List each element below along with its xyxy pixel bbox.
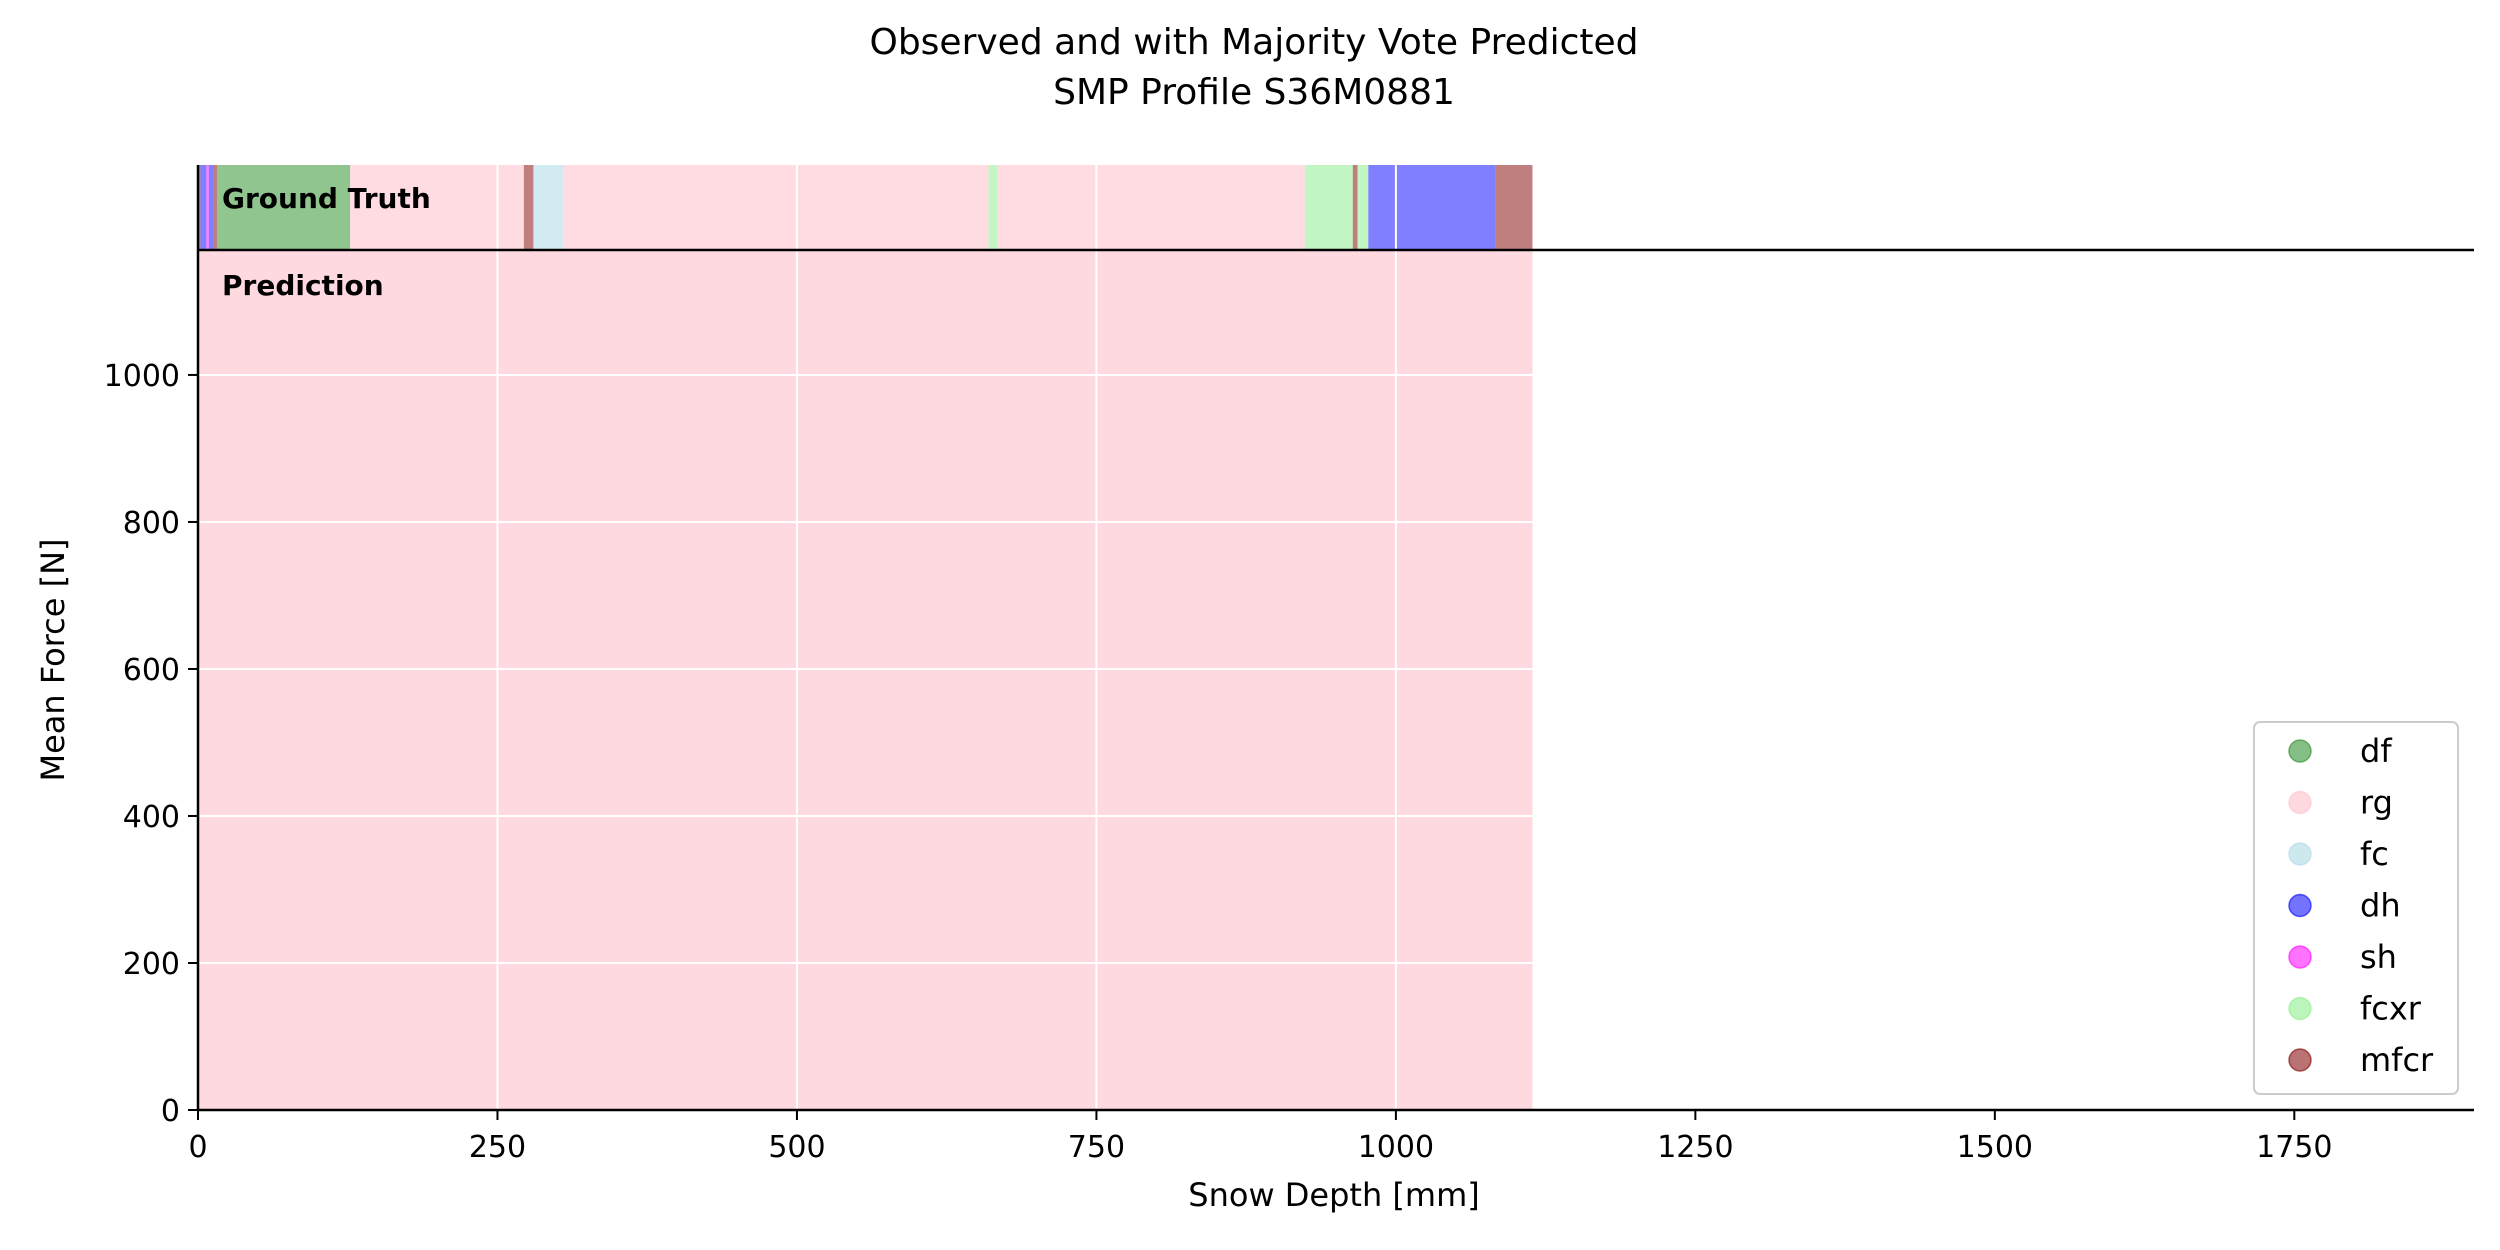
ground-truth-band-dh bbox=[1368, 165, 1496, 250]
ground-truth-band-mfcr bbox=[213, 165, 218, 250]
legend-label-rg: rg bbox=[2360, 784, 2393, 822]
x-tick-label: 750 bbox=[1068, 1130, 1125, 1165]
legend-label-dh: dh bbox=[2360, 887, 2401, 925]
y-tick-label: 600 bbox=[123, 653, 180, 688]
legend-marker-rg bbox=[2288, 790, 2312, 815]
legend-marker-mfcr bbox=[2288, 1048, 2312, 1072]
x-axis-ticks: 0 250 500 750 1000 1250 1500 1750 bbox=[188, 1110, 2332, 1165]
ground-truth-label: Ground Truth bbox=[222, 182, 431, 215]
grid-lines bbox=[197, 165, 2474, 1111]
legend-label-mfcr: mfcr bbox=[2360, 1041, 2434, 1079]
legend-box bbox=[2253, 721, 2459, 1095]
prediction-label: Prediction bbox=[222, 269, 384, 302]
chart-title: Observed and with Majority Vote Predicte… bbox=[869, 22, 1638, 113]
x-tick-label: 1750 bbox=[2256, 1130, 2332, 1165]
x-tick-label: 1500 bbox=[1957, 1130, 2033, 1165]
x-tick-label: 250 bbox=[469, 1130, 526, 1165]
x-tick-label: 0 bbox=[188, 1130, 207, 1165]
y-tick-label: 1000 bbox=[104, 359, 180, 394]
y-tick-label: 0 bbox=[161, 1094, 180, 1129]
ground-truth-band-rg bbox=[563, 165, 989, 250]
y-axis-ticks: 0 200 400 600 800 1000 bbox=[104, 359, 198, 1129]
legend-label-df: df bbox=[2360, 732, 2392, 770]
ground-truth-band-df bbox=[217, 165, 351, 250]
legend-label-fcxr: fcxr bbox=[2360, 990, 2422, 1028]
ground-truth-band-fc bbox=[533, 165, 564, 250]
y-tick-label: 800 bbox=[123, 506, 180, 541]
legend-label-sh: sh bbox=[2360, 938, 2397, 976]
ground-truth-band-fcxr bbox=[988, 165, 997, 250]
ground-truth-band-rg bbox=[996, 165, 1305, 250]
ground-truth-band-sh bbox=[206, 165, 209, 250]
prediction-panel bbox=[198, 250, 1533, 1110]
y-tick-label: 200 bbox=[123, 947, 180, 982]
ground-truth-band-mfcr bbox=[1352, 165, 1358, 250]
legend-marker-fc bbox=[2288, 842, 2312, 866]
ground-truth-band-dh bbox=[208, 165, 214, 250]
x-tick-label: 1250 bbox=[1657, 1130, 1733, 1165]
ground-truth-band-mfcr bbox=[1495, 165, 1533, 250]
ground-truth-band-dh bbox=[200, 165, 207, 250]
x-tick-label: 500 bbox=[768, 1130, 825, 1165]
legend: df rg fc dh sh fcxr mfcr bbox=[2253, 721, 2459, 1095]
x-tick-label: 1000 bbox=[1358, 1130, 1434, 1165]
legend-marker-fcxr bbox=[2288, 996, 2312, 1021]
legend-marker-df bbox=[2288, 739, 2312, 763]
ground-truth-band-fcxr bbox=[1357, 165, 1369, 250]
chart-title-line: SMP Profile S36M0881 bbox=[1053, 72, 1455, 113]
prediction-band-rg bbox=[198, 250, 1533, 1110]
x-axis-label: Snow Depth [mm] bbox=[1188, 1176, 1479, 1214]
ground-truth-band-fcxr bbox=[1304, 165, 1353, 250]
y-tick-label: 400 bbox=[123, 800, 180, 835]
legend-label-fc: fc bbox=[2360, 835, 2389, 873]
ground-truth-band-rg bbox=[350, 165, 524, 250]
y-axis-label: Mean Force [N] bbox=[34, 538, 72, 781]
legend-marker-sh bbox=[2288, 945, 2312, 969]
legend-marker-dh bbox=[2288, 893, 2312, 918]
chart-title-line: Observed and with Majority Vote Predicte… bbox=[869, 22, 1638, 63]
ground-truth-band-mfcr bbox=[523, 165, 534, 250]
ground-truth-panel bbox=[198, 165, 1533, 250]
